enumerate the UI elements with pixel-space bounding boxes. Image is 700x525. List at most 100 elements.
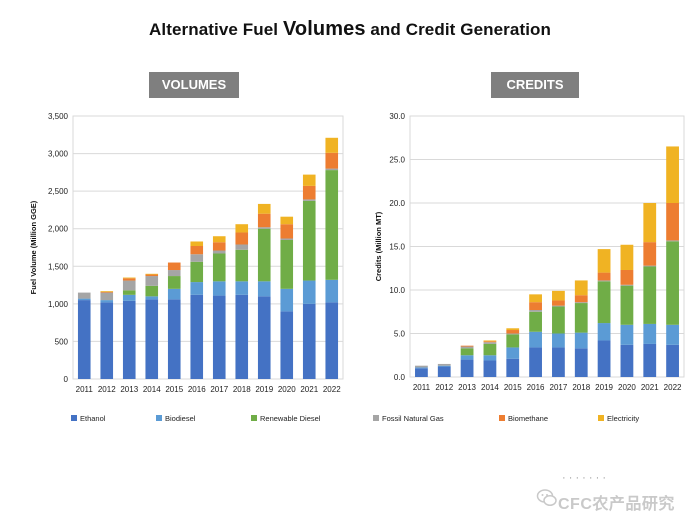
volumes-bar-biodiesel <box>77 298 91 301</box>
credits-x-tick-label: 2012 <box>435 383 453 392</box>
volumes-bar-biodiesel <box>190 282 204 295</box>
credits-bar-biomethane <box>460 345 474 347</box>
volumes-y-tick-label: 0 <box>64 375 69 384</box>
credits-bar-renewable-diesel <box>483 343 497 356</box>
credits-bar-fossil-natural-gas <box>483 342 497 344</box>
legend-swatch <box>598 415 604 421</box>
volumes-bar-ethanol <box>212 295 226 379</box>
credits-bar-biomethane <box>620 269 634 285</box>
volumes-bar-biomethane <box>100 291 114 293</box>
credits-bar-ethanol <box>506 358 520 377</box>
volumes-x-tick-label: 2020 <box>278 385 296 394</box>
title-prefix: Alternative Fuel <box>149 20 283 39</box>
credits-bar-electricity <box>529 294 542 303</box>
volumes-bar-biomethane <box>280 224 294 239</box>
credits-bar-ethanol <box>597 340 611 377</box>
legend-swatch <box>373 415 379 421</box>
credits-bar-biomethane <box>529 302 542 311</box>
volumes-bar-electricity <box>100 291 114 292</box>
volumes-bar-renewable-diesel <box>145 285 159 297</box>
volumes-x-tick-label: 2021 <box>300 385 318 394</box>
volumes-bar-ethanol <box>122 300 136 379</box>
legend-label: Biomethane <box>508 414 548 423</box>
credits-bar-fossil-natural-gas <box>437 363 451 366</box>
volumes-bar-ethanol <box>325 302 339 379</box>
volumes-bar-ethanol <box>145 299 159 379</box>
volumes-bar-biodiesel <box>280 288 294 312</box>
credits-bar-ethanol <box>574 348 588 377</box>
credits-bar-electricity <box>620 244 634 270</box>
credits-bar-biodiesel <box>620 324 634 345</box>
volumes-x-tick-label: 2013 <box>120 385 138 394</box>
volumes-bar-electricity <box>302 174 316 186</box>
credits-bar-biodiesel <box>552 333 565 348</box>
credits-bar-fossil-natural-gas <box>552 305 565 307</box>
credits-x-tick-label: 2013 <box>458 383 476 392</box>
volumes-bar-biodiesel <box>235 281 249 295</box>
volumes-bar-ethanol <box>257 296 271 379</box>
legend-label: Fossil Natural Gas <box>382 414 444 423</box>
volumes-bar-biodiesel <box>257 281 271 297</box>
credits-bar-electricity <box>643 203 657 243</box>
credits-bar-electricity <box>597 249 611 273</box>
volumes-bar-ethanol <box>77 300 91 379</box>
chart-title: Alternative Fuel Volumes and Credit Gene… <box>0 18 700 41</box>
volumes-y-tick-label: 3,500 <box>48 112 69 121</box>
volumes-bar-ethanol <box>302 303 316 379</box>
credits-bar-biomethane <box>506 330 520 334</box>
credits-bar-biodiesel <box>643 323 657 344</box>
volumes-bar-biomethane <box>122 278 136 281</box>
legend-label: Renewable Diesel <box>260 414 321 423</box>
credits-bar-ethanol <box>460 359 474 377</box>
volumes-bar-electricity <box>145 273 159 275</box>
volumes-bar-electricity <box>325 137 339 153</box>
credits-bar-fossil-natural-gas <box>574 302 588 304</box>
volumes-bar-biomethane <box>302 185 316 200</box>
volumes-y-tick-label: 2,500 <box>48 187 69 196</box>
volumes-bar-electricity <box>122 277 136 279</box>
volumes-x-tick-label: 2014 <box>143 385 161 394</box>
volumes-bar-fossil-natural-gas <box>302 199 316 201</box>
volumes-bar-fossil-natural-gas <box>145 276 159 286</box>
volumes-x-tick-label: 2016 <box>188 385 206 394</box>
credits-bar-biomethane <box>574 295 588 303</box>
volumes-bar-biomethane <box>145 274 159 277</box>
volumes-bar-fossil-natural-gas <box>212 250 226 254</box>
credits-y-tick-label: 0.0 <box>394 373 406 382</box>
wechat-logo-icon <box>536 489 557 507</box>
legend-swatch <box>156 415 162 421</box>
volumes-x-tick-label: 2017 <box>210 385 228 394</box>
credits-bar-fossil-natural-gas <box>460 346 474 349</box>
credits-y-tick-label: 5.0 <box>394 330 406 339</box>
volumes-x-tick-label: 2011 <box>76 385 94 394</box>
volumes-bar-biomethane <box>190 245 204 255</box>
credits-y-tick-label: 15.0 <box>389 243 405 252</box>
credits-x-tick-label: 2017 <box>550 383 568 392</box>
volumes-y-tick-label: 2,000 <box>48 225 69 234</box>
credits-x-tick-label: 2015 <box>504 383 522 392</box>
credits-bar-ethanol <box>552 347 565 377</box>
volumes-bar-electricity <box>280 216 294 225</box>
credits-bar-biomethane <box>483 341 497 343</box>
volumes-x-tick-label: 2022 <box>323 385 341 394</box>
volumes-bar-renewable-diesel <box>280 239 294 289</box>
volumes-bar-fossil-natural-gas <box>167 270 181 277</box>
credits-x-tick-label: 2021 <box>641 383 659 392</box>
credits-bar-electricity <box>506 328 520 331</box>
volumes-plot-frame <box>72 115 344 380</box>
volumes-bar-electricity <box>257 203 271 214</box>
credits-x-tick-label: 2022 <box>664 383 682 392</box>
legend-label: Biodiesel <box>165 414 196 423</box>
legend-label: Electricity <box>607 414 639 423</box>
legend-swatch <box>71 415 77 421</box>
volumes-bar-ethanol <box>190 294 204 379</box>
volumes-bar-biodiesel <box>122 294 136 301</box>
volumes-bar-renewable-diesel <box>122 290 136 295</box>
volumes-bar-electricity <box>212 236 226 243</box>
credits-bar-biodiesel <box>574 332 588 349</box>
volumes-x-tick-label: 2015 <box>165 385 183 394</box>
volumes-y-tick-label: 1,000 <box>48 300 69 309</box>
credits-y-tick-label: 30.0 <box>389 112 405 121</box>
credits-x-tick-label: 2018 <box>572 383 590 392</box>
credits-bar-ethanol <box>529 347 542 377</box>
